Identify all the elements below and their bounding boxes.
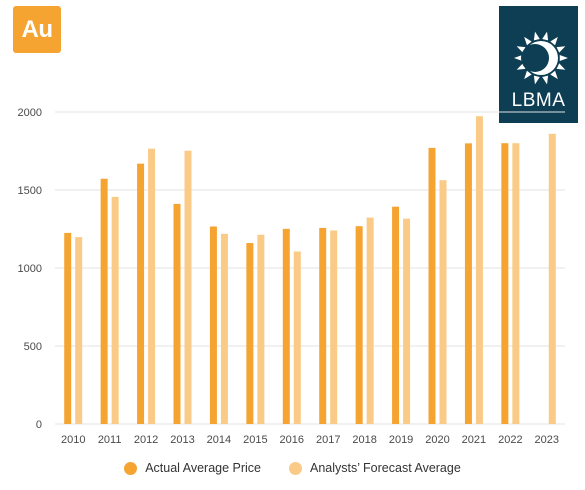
lbma-logo-text: LBMA bbox=[511, 90, 566, 111]
sun-ray bbox=[514, 54, 523, 62]
bar-actual-2021[interactable] bbox=[464, 143, 472, 424]
sun-ray bbox=[550, 70, 558, 80]
y-tick-label: 0 bbox=[36, 419, 42, 431]
bar-forecast-2016[interactable] bbox=[293, 251, 301, 424]
legend-item-actual[interactable]: Actual Average Price bbox=[124, 461, 261, 475]
bar-actual-2016[interactable] bbox=[282, 228, 290, 424]
y-tick-label: 1500 bbox=[18, 185, 42, 197]
x-tick-label: 2012 bbox=[134, 434, 158, 446]
x-tick-label: 2010 bbox=[61, 434, 85, 446]
x-tick-label: 2014 bbox=[207, 434, 231, 446]
bar-forecast-2010[interactable] bbox=[75, 237, 83, 424]
x-tick-label: 2020 bbox=[425, 434, 449, 446]
bar-forecast-2013[interactable] bbox=[184, 150, 192, 425]
lbma-logo: LBMA bbox=[499, 6, 578, 123]
bar-forecast-2015[interactable] bbox=[257, 234, 265, 424]
sun-ray bbox=[533, 31, 540, 41]
bar-forecast-2020[interactable] bbox=[439, 180, 447, 424]
x-tick-label: 2015 bbox=[243, 434, 267, 446]
bar-actual-2019[interactable] bbox=[392, 206, 400, 424]
bar-actual-2014[interactable] bbox=[209, 226, 217, 424]
bar-forecast-2018[interactable] bbox=[366, 217, 374, 424]
bar-forecast-2019[interactable] bbox=[403, 218, 411, 424]
legend-label-forecast: Analysts’ Forecast Average bbox=[310, 461, 461, 475]
x-tick-label: 2021 bbox=[462, 434, 486, 446]
bar-forecast-2022[interactable] bbox=[512, 143, 520, 424]
y-axis-ticks: 0 500 1000 1500 2000 bbox=[18, 107, 42, 431]
bar-actual-2012[interactable] bbox=[137, 163, 145, 425]
bar-actual-2013[interactable] bbox=[173, 203, 181, 424]
legend-swatch-forecast bbox=[289, 461, 303, 475]
sun-ray bbox=[556, 46, 566, 53]
bar-actual-2022[interactable] bbox=[501, 143, 509, 424]
sun-ray bbox=[550, 36, 558, 46]
bar-actual-2017[interactable] bbox=[319, 227, 327, 424]
y-tick-label: 1000 bbox=[18, 263, 42, 275]
bar-forecast-2014[interactable] bbox=[220, 233, 228, 424]
bar-forecast-2012[interactable] bbox=[148, 148, 156, 424]
sun-ray bbox=[533, 75, 540, 85]
x-tick-label: 2023 bbox=[535, 434, 559, 446]
bar-actual-2011[interactable] bbox=[100, 178, 108, 424]
bar-forecast-2021[interactable] bbox=[475, 116, 483, 424]
x-tick-label: 2018 bbox=[352, 434, 376, 446]
y-tick-label: 500 bbox=[24, 341, 42, 353]
sun-ray bbox=[524, 36, 532, 46]
bar-forecast-2011[interactable] bbox=[111, 196, 119, 424]
x-tick-label: 2013 bbox=[170, 434, 194, 446]
bar-actual-2020[interactable] bbox=[428, 147, 436, 424]
x-tick-label: 2017 bbox=[316, 434, 340, 446]
legend-swatch-actual bbox=[124, 461, 138, 475]
legend-label-actual: Actual Average Price bbox=[145, 461, 262, 475]
sun-ray bbox=[542, 31, 549, 41]
bar-actual-2010[interactable] bbox=[64, 232, 72, 424]
y-tick-label: 2000 bbox=[18, 107, 42, 119]
legend-item-forecast[interactable]: Analysts’ Forecast Average bbox=[289, 461, 461, 475]
x-tick-label: 2019 bbox=[389, 434, 413, 446]
bar-forecast-2017[interactable] bbox=[330, 230, 338, 424]
sun-ray bbox=[542, 75, 549, 85]
gold-symbol-badge: Au bbox=[13, 6, 61, 53]
x-tick-label: 2022 bbox=[498, 434, 522, 446]
bars bbox=[64, 116, 556, 425]
bar-forecast-2023[interactable] bbox=[548, 133, 556, 424]
bar-actual-2018[interactable] bbox=[355, 226, 363, 424]
sun-ray bbox=[559, 54, 568, 62]
sun-ray bbox=[524, 70, 532, 80]
gridlines bbox=[55, 111, 565, 425]
x-tick-label: 2011 bbox=[98, 434, 122, 446]
legend: Actual Average Price Analysts’ Forecast … bbox=[0, 461, 585, 475]
bar-actual-2015[interactable] bbox=[246, 243, 254, 424]
sun-ray bbox=[556, 63, 566, 70]
x-axis-ticks: 2010 2011 2012 2013 2014 2015 2016 2017 2018 2019… bbox=[61, 434, 559, 446]
lbma-sun-moon-icon bbox=[514, 31, 568, 85]
x-tick-label: 2016 bbox=[280, 434, 304, 446]
